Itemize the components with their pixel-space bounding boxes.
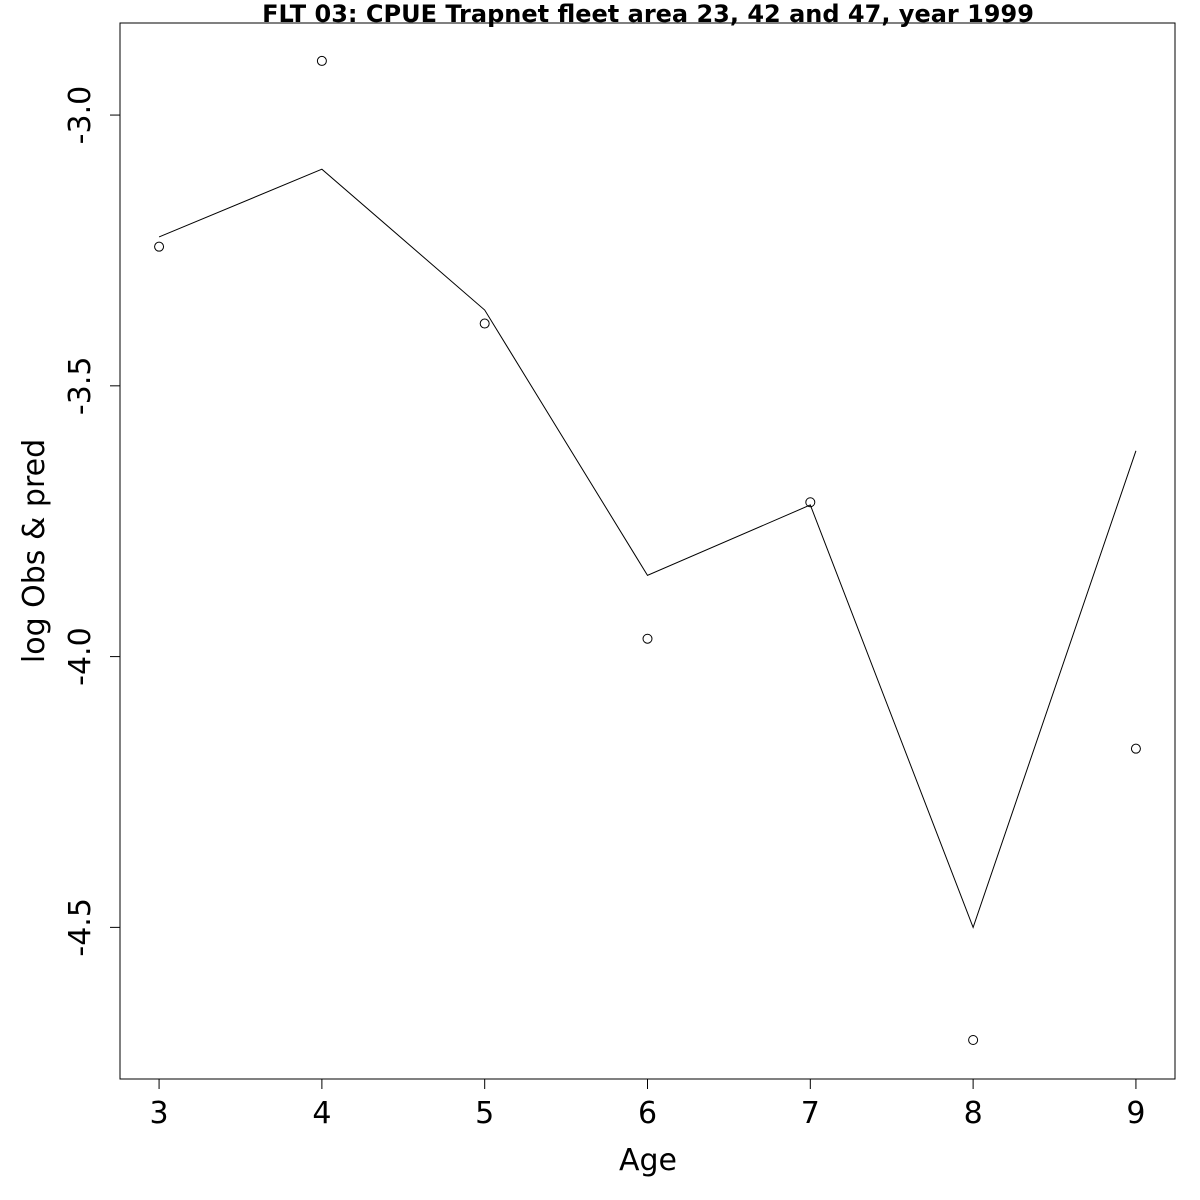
observed-point [805,497,816,508]
y-tick-label: -3.5 [63,357,98,416]
observed-point [154,241,165,252]
x-tick-label: 3 [150,1096,169,1131]
x-tick-label: 7 [801,1096,820,1131]
y-axis: -3.0 -3.5 -4.0 -4.5 [63,86,121,957]
observed-point [968,1035,979,1046]
y-axis-label: log Obs & pred [17,439,52,663]
x-tick-label: 8 [964,1096,983,1131]
x-tick-label: 4 [312,1096,331,1131]
x-tick-label: 5 [475,1096,494,1131]
x-tick-label: 9 [1126,1096,1145,1131]
y-tick-label: -4.5 [63,898,98,957]
x-axis-label: Age [619,1143,677,1178]
series-layer [154,55,1141,1046]
predicted-line [158,168,1137,929]
observed-point [479,318,490,329]
chart-title: FLT 03: CPUE Trapnet fleet area 23, 42 a… [262,0,1034,28]
observed-point [642,633,653,644]
observed-point [316,55,327,66]
observed-point [1130,743,1141,754]
x-axis: 3 4 5 6 7 8 9 [150,1078,1145,1131]
y-tick-label: -4.0 [63,627,98,686]
y-tick-label: -3.0 [63,86,98,145]
x-tick-label: 6 [638,1096,657,1131]
